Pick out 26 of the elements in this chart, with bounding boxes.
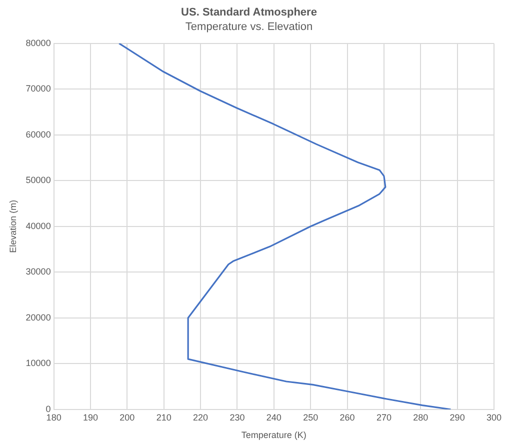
x-tick-label: 180 bbox=[46, 412, 62, 422]
y-tick-label: 80000 bbox=[26, 38, 51, 48]
x-tick-label: 230 bbox=[230, 412, 245, 422]
x-tick-label: 200 bbox=[120, 412, 135, 422]
x-tick-label: 240 bbox=[266, 412, 282, 422]
y-tick-label: 0 bbox=[46, 404, 51, 414]
x-tick-label: 300 bbox=[486, 412, 502, 422]
y-axis-title: Elevation (m) bbox=[8, 200, 18, 253]
x-tick-label: 250 bbox=[303, 412, 318, 422]
x-tick-label: 270 bbox=[376, 412, 392, 422]
y-tick-label: 70000 bbox=[26, 84, 51, 94]
y-tick-label: 20000 bbox=[26, 312, 51, 322]
x-tick-label: 220 bbox=[193, 412, 208, 422]
y-tick-label: 60000 bbox=[26, 129, 51, 140]
x-tick-label: 210 bbox=[156, 412, 172, 422]
y-tick-label: 10000 bbox=[26, 358, 51, 368]
x-tick-label: 290 bbox=[450, 412, 465, 422]
y-tick-label: 40000 bbox=[26, 220, 51, 231]
y-tick-label: 50000 bbox=[26, 175, 51, 186]
chart-subtitle: Temperature vs. Elevation bbox=[185, 20, 313, 33]
y-tick-label: 30000 bbox=[26, 266, 51, 277]
x-tick-label: 260 bbox=[340, 412, 355, 422]
chart-title: US. Standard Atmosphere bbox=[181, 6, 317, 19]
x-tick-label: 280 bbox=[413, 412, 428, 422]
x-tick-label: 190 bbox=[82, 412, 98, 422]
x-axis-title: Temperature (K) bbox=[241, 430, 306, 440]
